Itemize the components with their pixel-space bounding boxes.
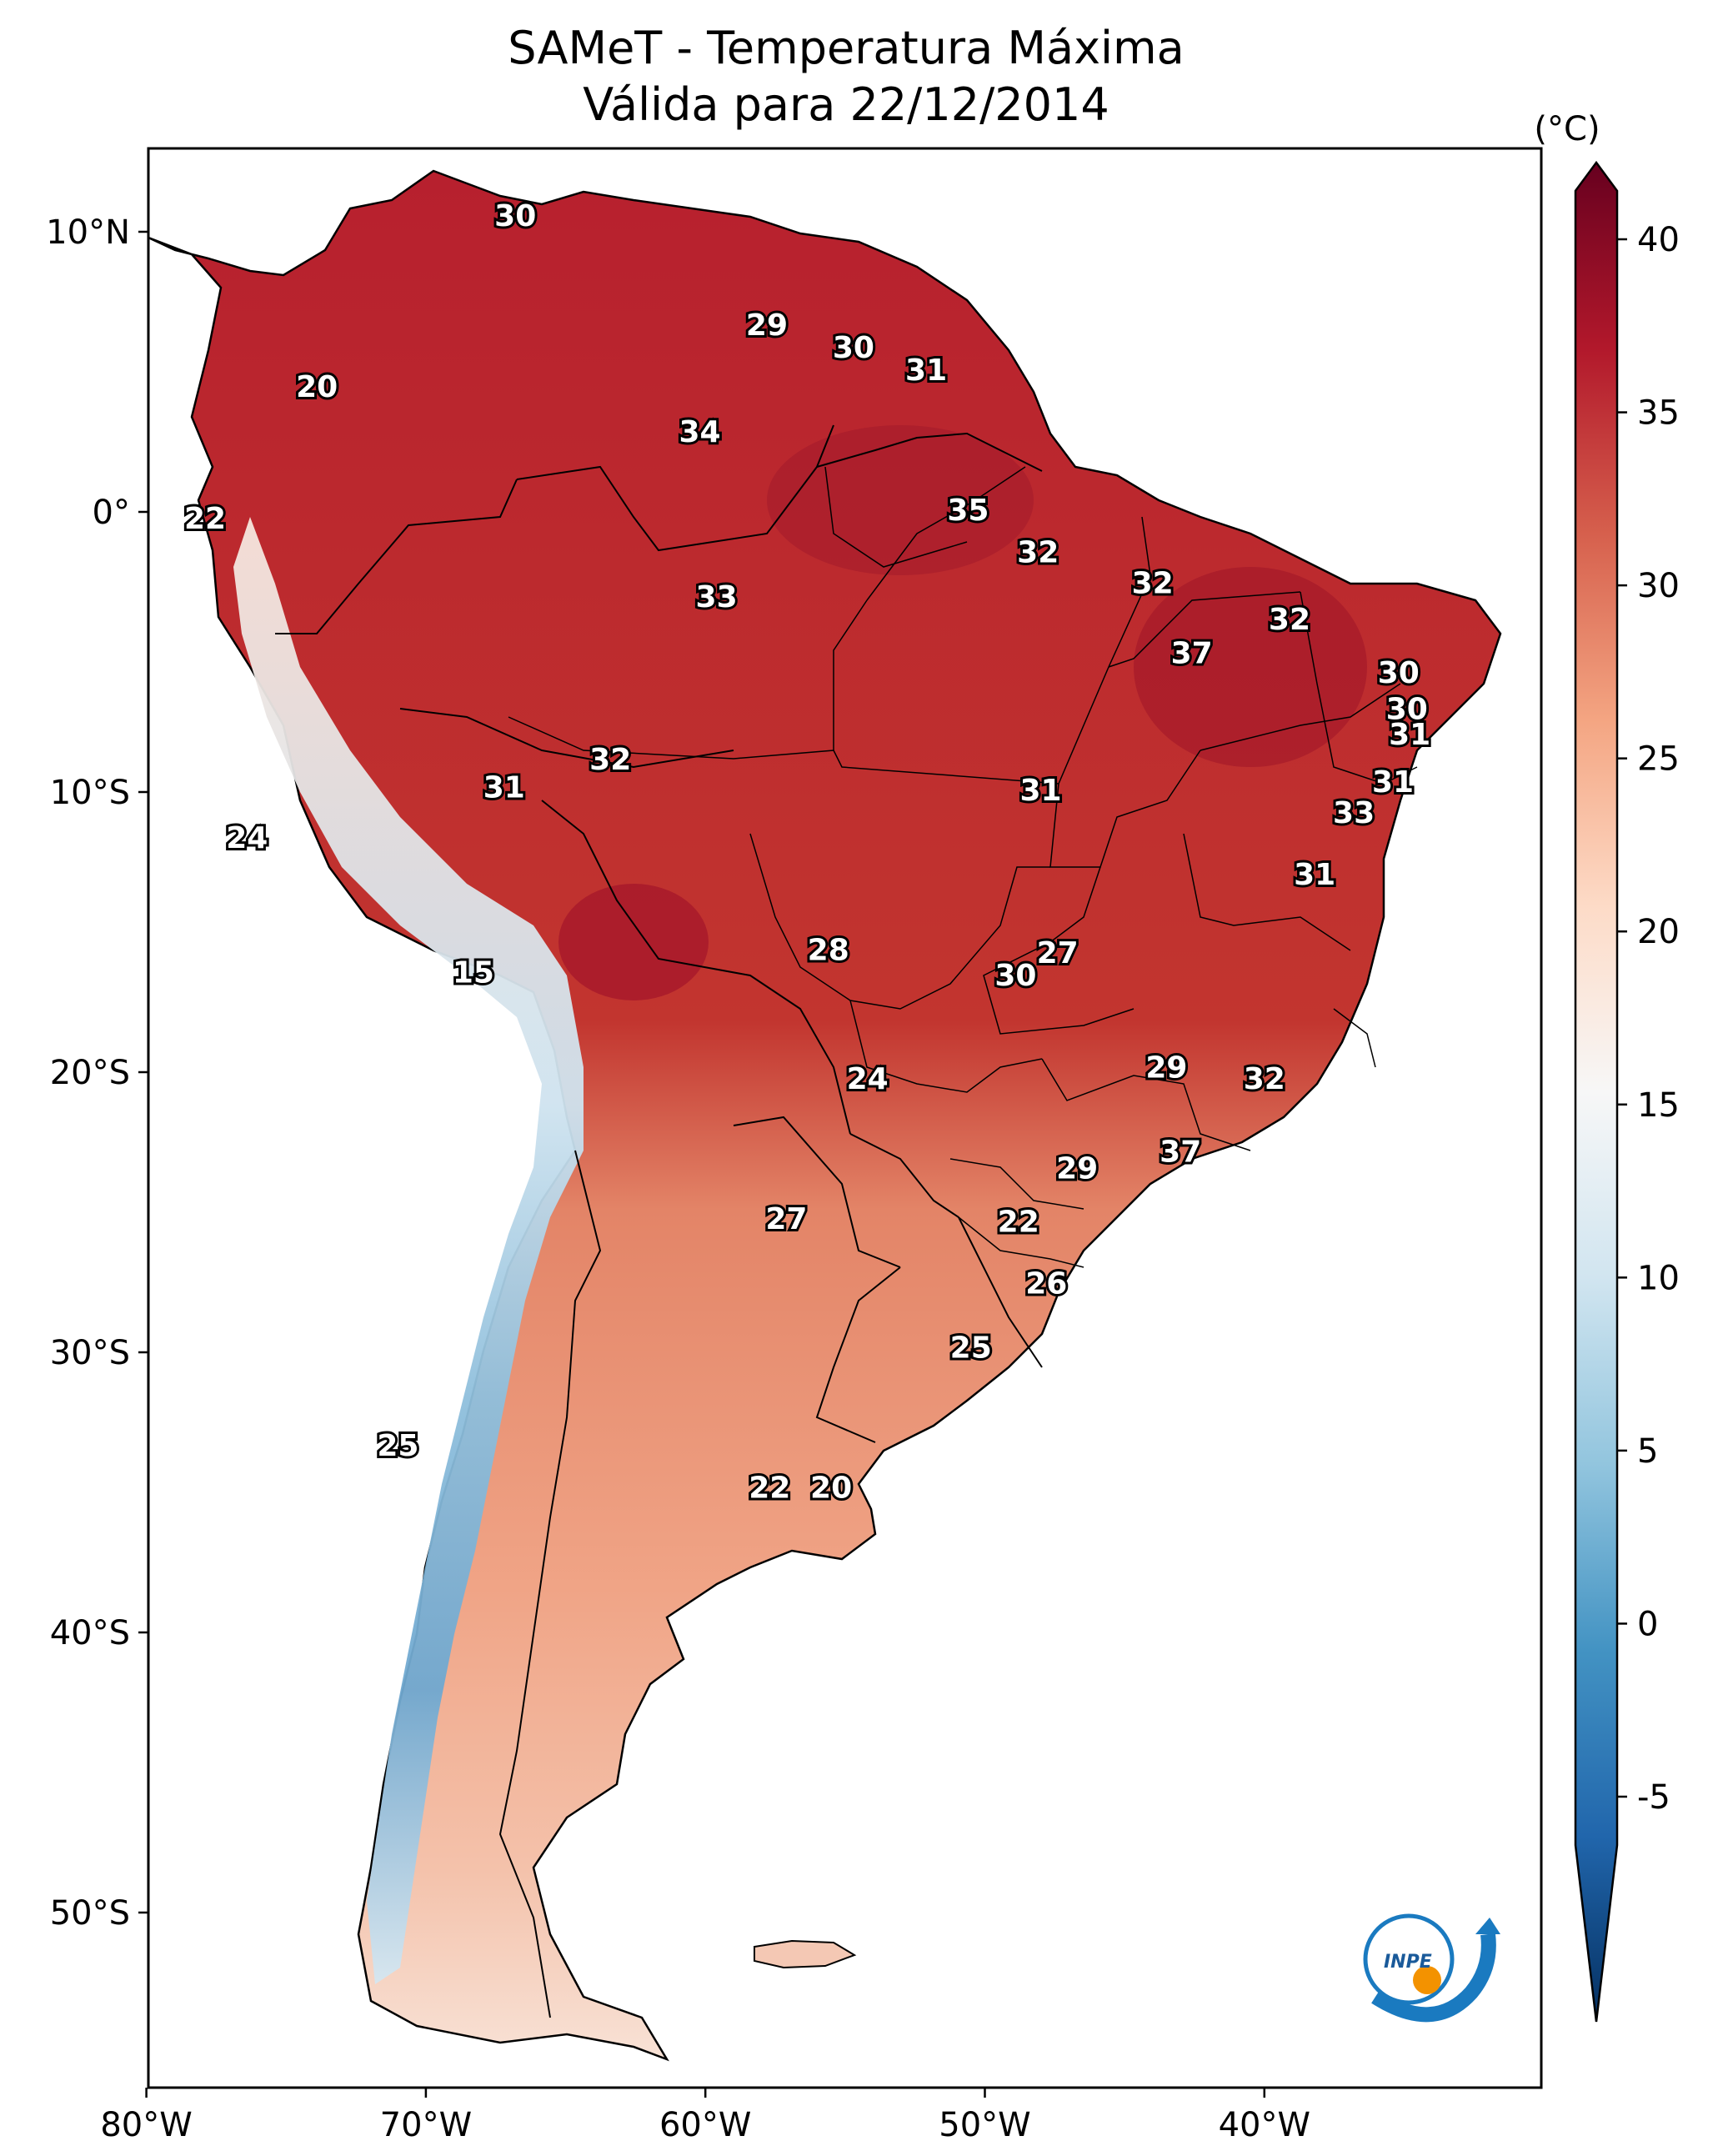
contour-label: 31: [1372, 765, 1414, 800]
contour-label: 27: [1037, 936, 1079, 970]
colorbar-tick-label: 0: [1637, 1605, 1658, 1643]
contour-label: 37: [1171, 636, 1213, 670]
contour-label: 31: [905, 353, 947, 388]
lon-tick-label: 50°W: [939, 2106, 1030, 2144]
country-borders: [275, 424, 1043, 2018]
contour-label: 22: [184, 502, 226, 536]
colorbar: 40 35 30 25 20 15 10 5 0 -5 (°C): [1534, 110, 1680, 2023]
contour-label: 31: [1389, 718, 1430, 752]
contour-label: 34: [679, 415, 720, 449]
lon-tick-label: 70°W: [380, 2106, 472, 2144]
contour-label: 15: [453, 955, 494, 990]
map-title: SAMeT - Temperatura Máxima: [508, 22, 1185, 74]
lon-tick-label: 40°W: [1219, 2106, 1310, 2144]
contour-label: 25: [377, 1429, 418, 1463]
contour-label: 30: [1378, 656, 1420, 690]
inpe-logo: INPE: [1363, 1913, 1500, 2023]
contour-label: 30: [994, 959, 1036, 993]
lat-tick-label: 0°: [93, 494, 130, 532]
lon-tick-label: 60°W: [659, 2106, 751, 2144]
logo-dot: [1413, 1966, 1441, 1994]
contour-label: 33: [696, 580, 738, 614]
hot-interior-patch: [558, 884, 709, 1000]
contour-label: 32: [589, 743, 631, 777]
contour-label: 30: [1386, 693, 1428, 727]
contour-label: 24: [226, 821, 268, 855]
colorbar-tick-label: 5: [1637, 1432, 1658, 1471]
hot-northeast-patch: [1134, 567, 1367, 767]
contour-label: 32: [1269, 603, 1310, 637]
contour-label: 31: [1020, 774, 1062, 808]
logo-text: INPE: [1384, 1952, 1432, 1973]
contour-label: 28: [808, 934, 849, 968]
colorbar-tick-label: -5: [1637, 1778, 1670, 1817]
contour-label: 25: [950, 1331, 992, 1366]
contour-label: 30: [494, 199, 536, 233]
contour-label: 33: [1333, 796, 1375, 830]
contour-label: 29: [1056, 1152, 1098, 1186]
contour-label: 31: [483, 771, 525, 805]
colorbar-tick-label: 15: [1637, 1086, 1680, 1125]
falkland-islands: [754, 1939, 857, 1969]
lat-tick-label: 30°S: [50, 1334, 130, 1372]
colorbar-tick-label: 40: [1637, 221, 1680, 259]
contour-label: 26: [1025, 1266, 1067, 1301]
state-borders: [508, 466, 1418, 1268]
contour-label: 32: [1132, 566, 1174, 600]
contour-label: 30: [833, 331, 874, 365]
contour-label: 29: [746, 308, 788, 343]
colorbar-tick-label: 35: [1637, 394, 1680, 433]
contour-label: 24: [847, 1062, 889, 1096]
contour-label: 20: [810, 1472, 852, 1506]
colorbar-tick-label: 30: [1637, 567, 1680, 605]
contour-label: 35: [947, 494, 989, 528]
contour-label: 37: [1160, 1135, 1201, 1169]
colorbar-tick-label: 10: [1637, 1259, 1680, 1297]
longitude-ticks: 80°W 70°W 60°W 50°W 40°W: [100, 2088, 1310, 2144]
andes-cold-band: [233, 517, 584, 1984]
lat-tick-label: 10°S: [50, 774, 130, 812]
lat-tick-label: 40°S: [50, 1614, 130, 1652]
lat-tick-label: 50°S: [50, 1894, 130, 1933]
colorbar-ticks: 40 35 30 25 20 15 10 5 0 -5: [1617, 221, 1680, 1817]
contour-label: 20: [296, 370, 338, 404]
map-subtitle: Válida para 22/12/2014: [583, 78, 1109, 131]
colorbar-body: [1574, 160, 1619, 2023]
lon-tick-label: 80°W: [100, 2106, 192, 2144]
colorbar-tick-label: 20: [1637, 913, 1680, 951]
contour-label: 32: [1017, 535, 1059, 569]
contour-label: 32: [1244, 1062, 1285, 1096]
contour-label: 31: [1294, 858, 1335, 892]
lat-tick-label: 10°N: [46, 213, 130, 252]
contour-label: 22: [749, 1472, 790, 1506]
colorbar-unit: (°C): [1534, 110, 1600, 148]
contour-label: 22: [998, 1205, 1039, 1239]
colorbar-tick-label: 25: [1637, 740, 1680, 779]
contour-label: 27: [765, 1202, 807, 1236]
contour-label: 29: [1145, 1051, 1187, 1086]
lat-tick-label: 20°S: [50, 1054, 130, 1092]
latitude-ticks: 10°N 0° 10°S 20°S 30°S 40°S 50°S: [46, 213, 148, 1933]
